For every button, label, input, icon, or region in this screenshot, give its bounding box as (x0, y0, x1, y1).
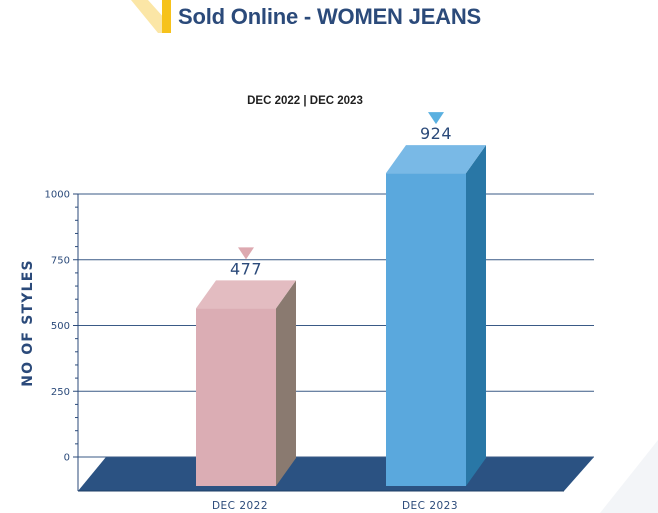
y-tick-label: 1000 (45, 190, 70, 201)
page-title: Sold Online - WOMEN JEANS (178, 4, 482, 29)
value-marker-icon (428, 112, 444, 125)
bar-side (276, 280, 296, 486)
x-tick-label: DEC 2023 (402, 500, 458, 512)
bar-side (466, 145, 486, 486)
y-tick-label: 500 (51, 321, 70, 332)
bar-value-label: 477 (230, 259, 262, 278)
title-accent-bar (162, 0, 171, 33)
x-tick-label: DEC 2022 (212, 500, 268, 512)
title-accent-light (131, 0, 166, 33)
bar-top (196, 280, 296, 309)
value-marker-icon (238, 247, 254, 260)
chart-subtitle: DEC 2022 | DEC 2023 (247, 95, 363, 107)
bar-top (386, 145, 486, 174)
corner-decoration (600, 440, 658, 513)
bar-value-label: 924 (420, 124, 452, 143)
y-tick-label: 0 (64, 453, 70, 464)
y-tick-label: 250 (51, 387, 70, 398)
bar (196, 308, 276, 486)
chart-floor (78, 457, 594, 491)
bar (386, 173, 466, 486)
y-tick-label: 750 (51, 255, 70, 266)
